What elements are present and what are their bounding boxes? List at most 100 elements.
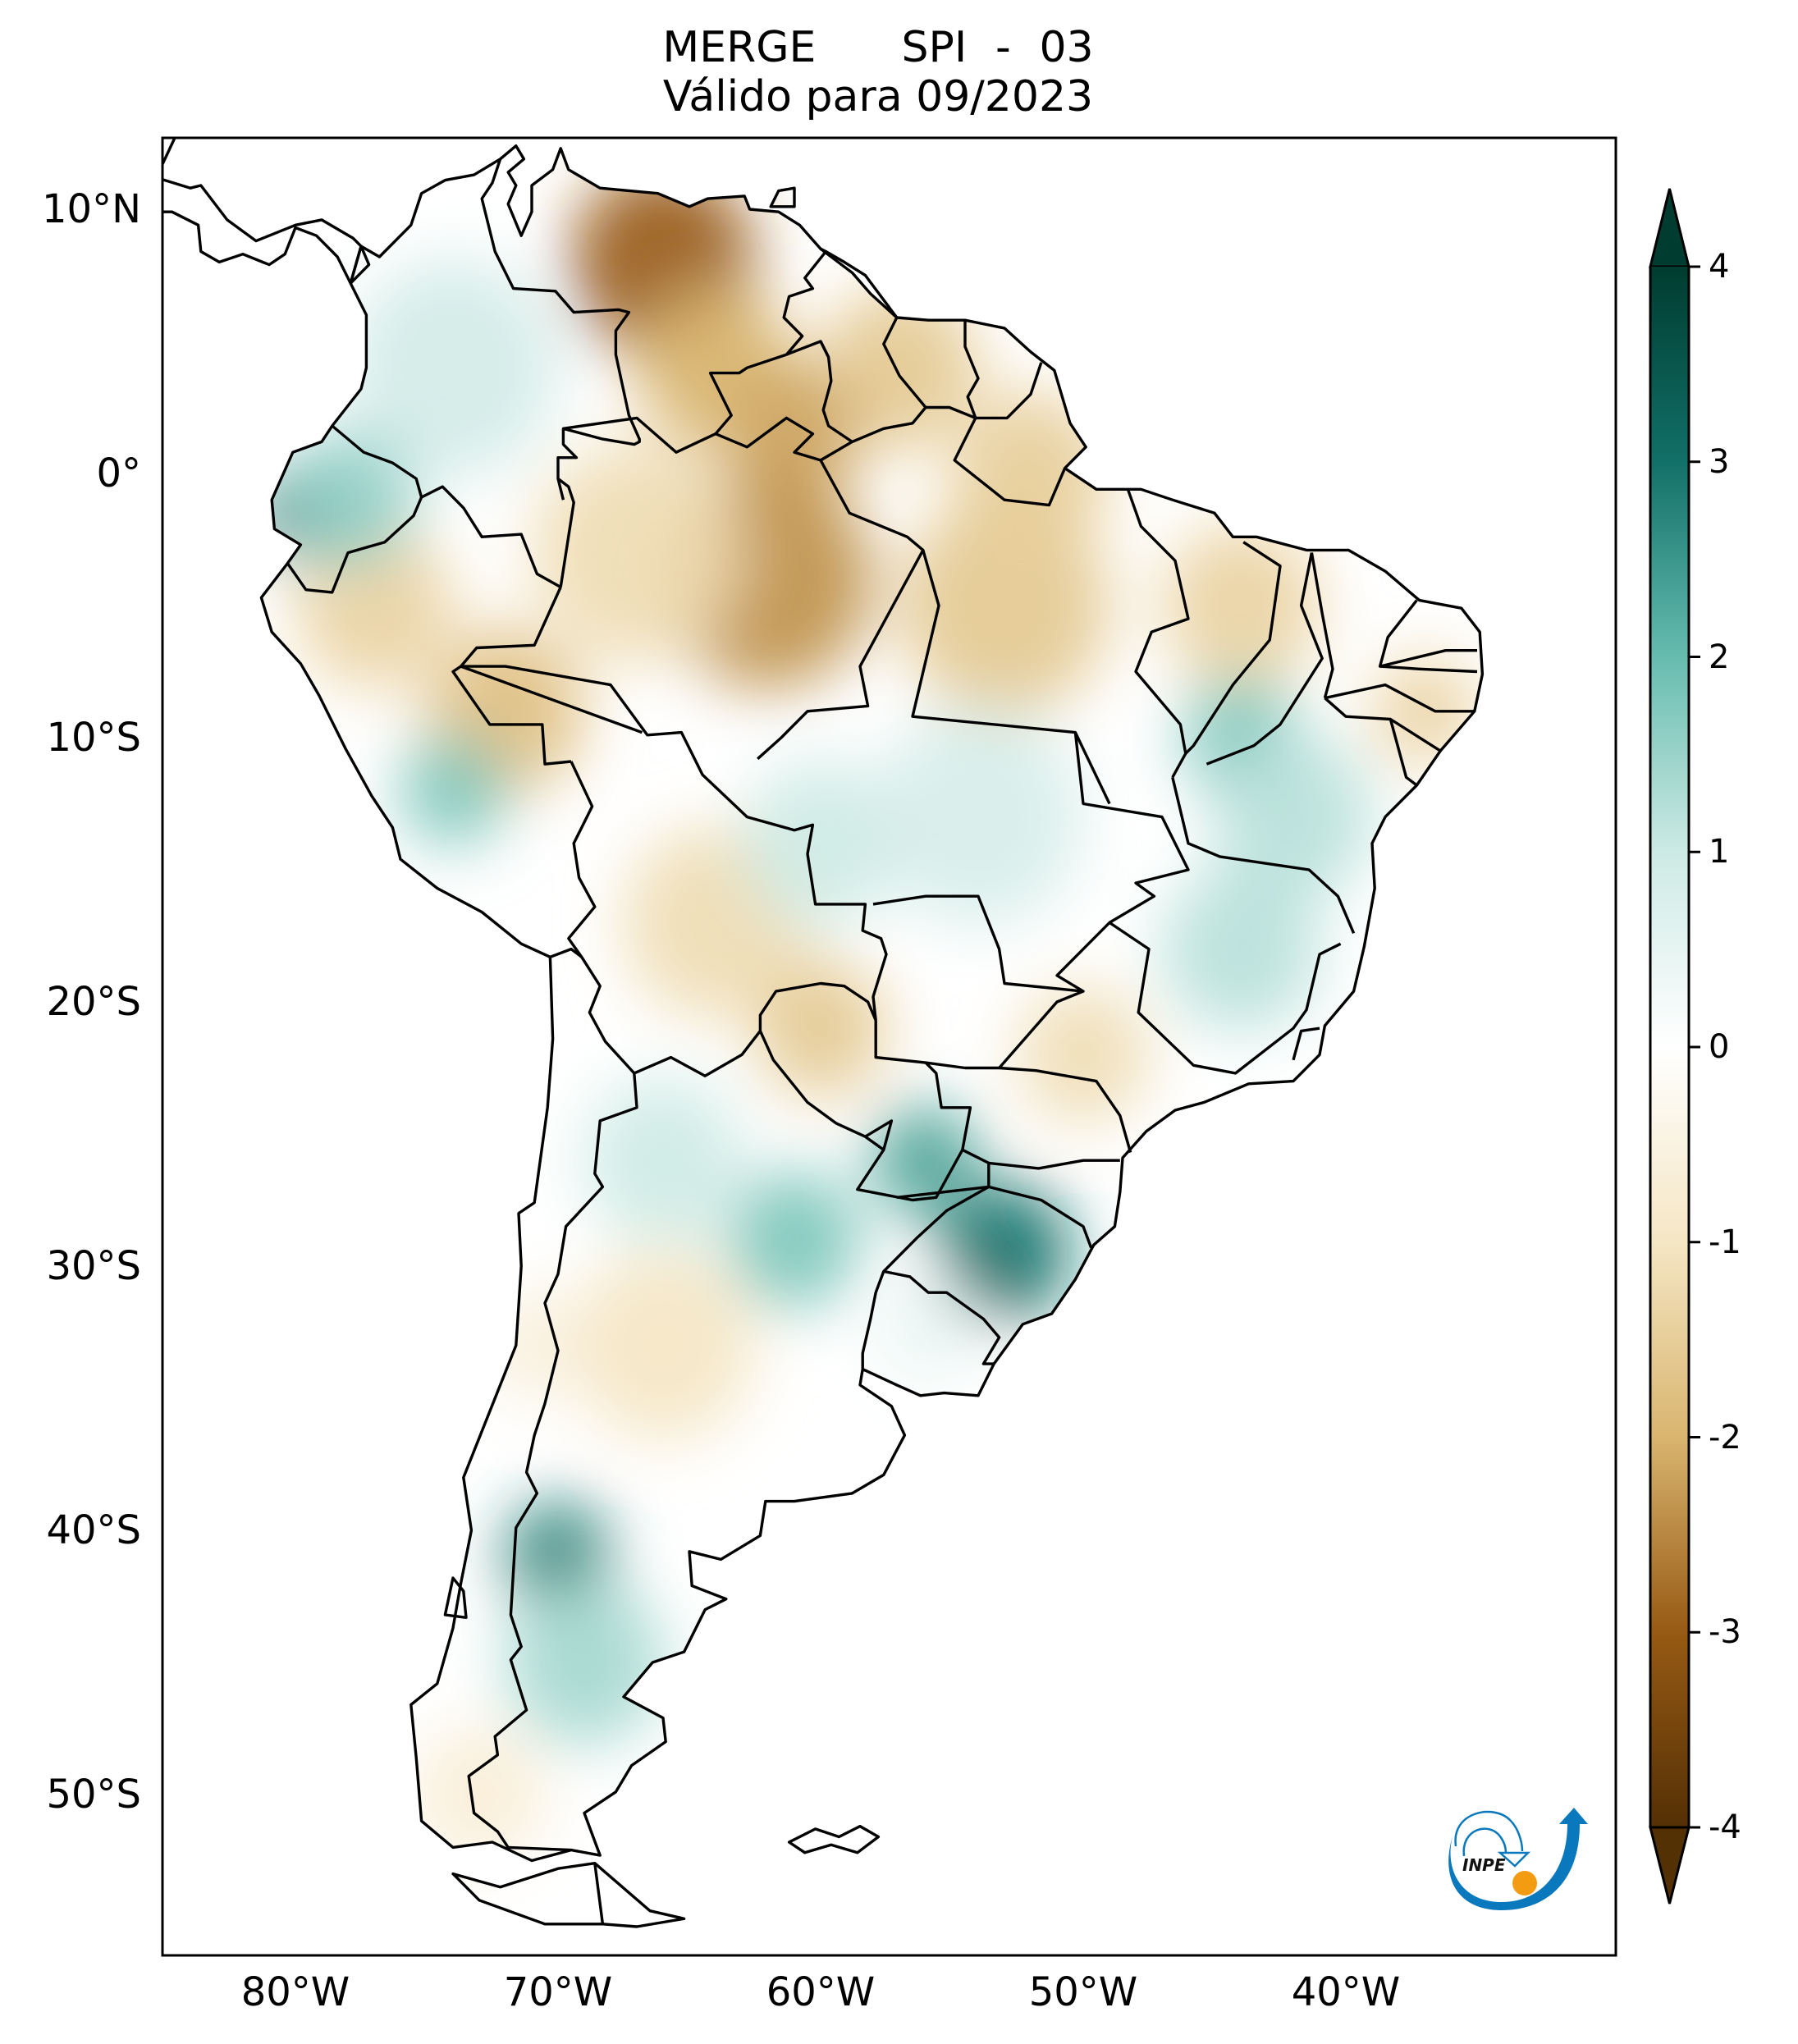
colorbar-bar — [1650, 267, 1689, 1827]
lat-tick-label: 50°S — [46, 1772, 141, 1818]
spi-region — [873, 1105, 978, 1216]
lon-tick-label: 60°W — [766, 1969, 876, 2015]
lat-tick-label: 0° — [96, 450, 141, 496]
logo-swoosh — [1448, 1808, 1588, 1910]
border-line — [757, 460, 925, 761]
colorbar-tick-label: 1 — [1709, 833, 1730, 871]
lon-tick-label: 50°W — [1028, 1969, 1138, 2015]
border-line — [1389, 719, 1418, 787]
border-line — [883, 1269, 1001, 1365]
border-line — [874, 1020, 972, 1150]
colorbar-tick-label: -3 — [1709, 1613, 1741, 1652]
colorbar-tick-label: 2 — [1709, 638, 1730, 676]
chart-title: MERGE SPI - 03 — [662, 23, 1094, 72]
lat-tick-label: 40°S — [46, 1507, 141, 1553]
logo-text: INPE — [1462, 1855, 1506, 1875]
spi-region — [873, 1277, 978, 1388]
spi-region — [1215, 734, 1372, 900]
lat-tick-label: 10°N — [42, 186, 141, 232]
colorbar-tick-label: 4 — [1709, 248, 1730, 286]
spi-region — [532, 442, 742, 663]
coastline — [162, 138, 176, 168]
border-line — [925, 1061, 1000, 1070]
coastline — [443, 1576, 468, 1619]
border-line — [999, 1066, 1132, 1153]
border-line — [998, 990, 1084, 1069]
border-line — [911, 549, 1111, 805]
colorbar-extend-max — [1649, 188, 1690, 268]
border-line — [1109, 921, 1342, 1075]
border-line — [819, 341, 830, 359]
border-line — [549, 947, 583, 958]
spi-region — [1162, 866, 1320, 1032]
border-line — [758, 1030, 964, 1202]
border-line — [1184, 541, 1282, 755]
border-line — [715, 416, 853, 462]
lat-tick-label: 10°S — [46, 715, 141, 761]
colorbar-tick-label: -4 — [1709, 1809, 1741, 1846]
coastline — [787, 1824, 881, 1854]
spi-region — [755, 959, 886, 1098]
inpe-logo: INPE — [1448, 1808, 1588, 1910]
border-line — [1379, 665, 1478, 674]
border-line — [451, 586, 572, 766]
border-line — [962, 1148, 990, 1164]
border-line — [634, 981, 877, 1077]
border-line — [467, 1072, 638, 1852]
border-line — [1171, 776, 1356, 934]
spi-region — [821, 285, 978, 450]
border-line — [1310, 552, 1334, 699]
border-line — [567, 761, 636, 1075]
border-line — [460, 665, 643, 734]
border-line — [896, 1185, 989, 1199]
border-line — [975, 362, 1043, 420]
coastline — [162, 177, 363, 285]
lon-tick-label: 80°W — [240, 1969, 350, 2015]
spi-region — [506, 1580, 663, 1745]
spi-region — [952, 391, 1109, 556]
border-line — [349, 245, 371, 285]
colorbar-tick-label: -1 — [1709, 1223, 1741, 1261]
spi-region — [729, 1170, 860, 1309]
lat-tick-label: 20°S — [46, 979, 141, 1025]
spi-region — [584, 1077, 742, 1243]
border-line — [1292, 1027, 1320, 1061]
spi-region — [1018, 985, 1149, 1124]
spi-region — [571, 1249, 755, 1443]
spi-region — [479, 1290, 584, 1401]
border-line — [460, 665, 888, 1021]
border-line — [988, 1159, 1120, 1170]
chart-subtitle: Válido para 09/2023 — [662, 72, 1094, 121]
border-line — [1324, 683, 1475, 713]
colorbar-tick-label: 3 — [1709, 442, 1730, 481]
logo-sun — [1512, 1871, 1537, 1895]
border-line — [953, 417, 1067, 507]
coastline — [769, 186, 796, 208]
coastline — [451, 1862, 686, 1928]
coastline — [259, 144, 1485, 1863]
border-line — [556, 478, 565, 501]
map-frame — [161, 136, 1617, 1957]
border-line — [1206, 552, 1324, 766]
country-borders — [162, 138, 1485, 1928]
spi-region — [742, 761, 899, 926]
colorbar — [1649, 188, 1700, 1905]
border-line — [988, 1185, 1093, 1249]
spi-region — [348, 257, 558, 478]
border-line — [1126, 488, 1190, 779]
lat-tick-label: 30°S — [46, 1243, 141, 1289]
spi-region — [414, 1726, 545, 1863]
spi-region — [400, 735, 506, 846]
colorbar-tick-label: 0 — [1709, 1028, 1730, 1066]
spi-region — [282, 431, 414, 569]
colorbar-extend-min — [1649, 1826, 1690, 1905]
border-line — [480, 158, 641, 588]
spi-region — [873, 706, 1083, 927]
border-line — [926, 320, 980, 420]
border-line — [331, 424, 423, 498]
border-line — [825, 250, 899, 319]
border-line — [1324, 697, 1442, 752]
lon-tick-label: 70°W — [503, 1969, 613, 2015]
lon-tick-label: 40°W — [1291, 1969, 1401, 2015]
